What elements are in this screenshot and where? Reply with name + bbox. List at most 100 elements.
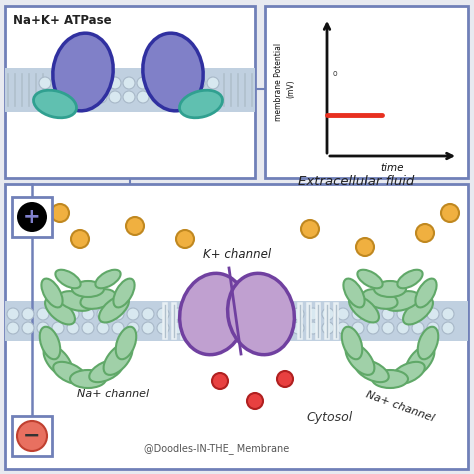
Ellipse shape	[228, 273, 294, 355]
Circle shape	[7, 308, 19, 320]
Text: membrane Potential: membrane Potential	[274, 43, 283, 121]
Circle shape	[123, 77, 135, 89]
Ellipse shape	[81, 289, 116, 309]
Ellipse shape	[357, 270, 383, 288]
Circle shape	[127, 322, 139, 334]
Circle shape	[82, 308, 94, 320]
Circle shape	[337, 322, 349, 334]
Circle shape	[277, 308, 289, 320]
Ellipse shape	[342, 327, 362, 359]
Circle shape	[172, 322, 184, 334]
Circle shape	[137, 91, 149, 103]
Circle shape	[427, 308, 439, 320]
Ellipse shape	[363, 289, 398, 309]
Circle shape	[157, 308, 169, 320]
Circle shape	[367, 322, 379, 334]
Circle shape	[277, 322, 289, 334]
Circle shape	[109, 91, 121, 103]
Ellipse shape	[70, 370, 106, 388]
Circle shape	[322, 322, 334, 334]
Text: Na+ channel: Na+ channel	[365, 389, 436, 423]
Circle shape	[179, 77, 191, 89]
Circle shape	[356, 238, 374, 256]
Circle shape	[39, 77, 51, 89]
Circle shape	[71, 230, 89, 248]
Circle shape	[232, 308, 244, 320]
Text: (mV): (mV)	[286, 80, 295, 98]
Circle shape	[82, 322, 94, 334]
Text: Na+K+ ATPase: Na+K+ ATPase	[13, 14, 111, 27]
Ellipse shape	[55, 270, 81, 288]
Ellipse shape	[406, 345, 434, 377]
Ellipse shape	[116, 327, 136, 359]
Circle shape	[292, 308, 304, 320]
Circle shape	[151, 77, 163, 89]
Circle shape	[17, 202, 47, 232]
FancyBboxPatch shape	[5, 184, 468, 469]
Ellipse shape	[53, 33, 113, 111]
Circle shape	[427, 322, 439, 334]
Circle shape	[337, 308, 349, 320]
Circle shape	[187, 308, 199, 320]
Ellipse shape	[113, 279, 135, 308]
Text: −: −	[23, 426, 41, 446]
Ellipse shape	[418, 327, 438, 359]
Circle shape	[217, 322, 229, 334]
Circle shape	[137, 77, 149, 89]
Ellipse shape	[391, 362, 425, 384]
Ellipse shape	[180, 90, 222, 118]
Circle shape	[151, 91, 163, 103]
Ellipse shape	[372, 370, 408, 388]
Ellipse shape	[89, 360, 123, 382]
Circle shape	[53, 77, 65, 89]
Circle shape	[97, 308, 109, 320]
Circle shape	[37, 322, 49, 334]
Circle shape	[22, 322, 34, 334]
Circle shape	[81, 77, 93, 89]
Text: time: time	[381, 163, 404, 173]
Circle shape	[165, 91, 177, 103]
Circle shape	[142, 322, 154, 334]
Circle shape	[412, 308, 424, 320]
Ellipse shape	[72, 281, 104, 297]
Circle shape	[301, 220, 319, 238]
Ellipse shape	[344, 279, 365, 308]
Circle shape	[247, 393, 263, 409]
Ellipse shape	[346, 343, 374, 375]
FancyBboxPatch shape	[12, 197, 52, 237]
Circle shape	[193, 77, 205, 89]
Circle shape	[17, 421, 47, 451]
Circle shape	[67, 77, 79, 89]
Ellipse shape	[104, 343, 132, 375]
Circle shape	[81, 91, 93, 103]
Circle shape	[202, 322, 214, 334]
Ellipse shape	[95, 270, 120, 288]
Circle shape	[97, 322, 109, 334]
Ellipse shape	[374, 281, 406, 297]
Circle shape	[53, 91, 65, 103]
Circle shape	[232, 322, 244, 334]
Ellipse shape	[99, 295, 129, 322]
Ellipse shape	[143, 33, 203, 111]
Circle shape	[112, 308, 124, 320]
Circle shape	[142, 308, 154, 320]
Circle shape	[307, 322, 319, 334]
Circle shape	[67, 308, 79, 320]
Circle shape	[322, 308, 334, 320]
Circle shape	[352, 322, 364, 334]
Circle shape	[187, 322, 199, 334]
Text: Cytosol: Cytosol	[307, 410, 353, 423]
Circle shape	[109, 77, 121, 89]
Circle shape	[127, 308, 139, 320]
Ellipse shape	[41, 279, 63, 308]
FancyBboxPatch shape	[5, 6, 255, 178]
Circle shape	[262, 308, 274, 320]
Circle shape	[172, 308, 184, 320]
Ellipse shape	[58, 291, 93, 311]
Circle shape	[22, 308, 34, 320]
Circle shape	[52, 322, 64, 334]
Ellipse shape	[53, 362, 87, 384]
Bar	[5, 301, 468, 341]
Circle shape	[95, 77, 107, 89]
Bar	[5, 68, 255, 112]
